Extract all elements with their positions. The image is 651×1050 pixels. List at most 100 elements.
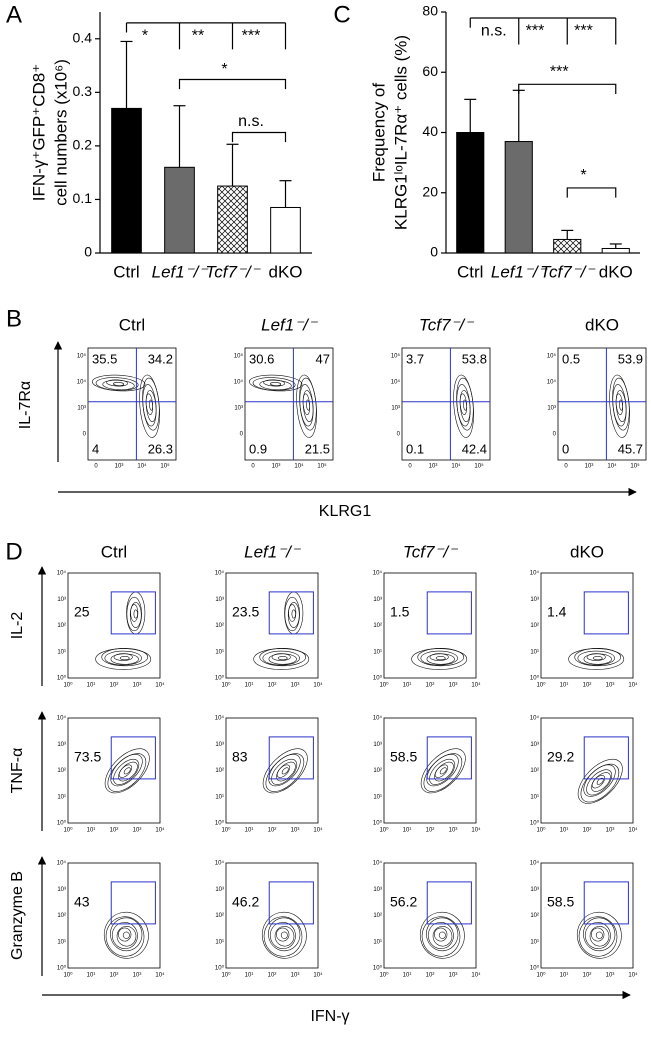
y-axis-label: cell numbers (x10⁶) xyxy=(51,59,70,206)
x-tick-label: Ctrl xyxy=(457,262,483,281)
x-tick-label: 10¹ xyxy=(245,683,254,689)
x-tick-label: 10² xyxy=(426,683,435,689)
panel-letter: D xyxy=(5,538,22,565)
contour xyxy=(419,911,465,959)
plot-frame xyxy=(401,347,491,461)
contour xyxy=(95,648,152,670)
quadrant-value: 0 xyxy=(562,441,569,456)
y-tick-label: 10¹ xyxy=(215,939,224,945)
y-tick-label: 10⁰ xyxy=(530,820,540,827)
quadrant-value: 42.4 xyxy=(462,441,487,456)
gate-value: 83 xyxy=(232,749,248,765)
quadrant-value: 4 xyxy=(92,441,99,456)
gate-value: 1.4 xyxy=(547,604,567,620)
y-tick-label: 10³ xyxy=(547,406,556,412)
x-tick-label: 10³ xyxy=(291,683,300,689)
column-title: Lef1⁻/⁻ xyxy=(261,315,319,334)
x-tick-label: 10⁴ xyxy=(294,463,304,470)
x-tick-label: 10³ xyxy=(606,973,615,979)
plot-frame xyxy=(225,572,319,679)
contour xyxy=(421,916,461,957)
bar xyxy=(456,132,485,254)
plot-frame xyxy=(225,862,319,969)
plot-frame xyxy=(244,347,334,461)
y-tick-label: 10⁴ xyxy=(57,570,67,577)
y-tick-label: 10³ xyxy=(234,406,243,412)
significance-label: * xyxy=(580,167,586,184)
x-tick-label: 10² xyxy=(268,828,277,834)
gate xyxy=(583,591,629,635)
x-axis-label: KLRG1 xyxy=(319,503,372,520)
gate xyxy=(583,736,629,780)
x-tick-label: 10⁴ xyxy=(628,682,638,689)
y-tick-label: 10³ xyxy=(215,887,224,893)
y-tick-label: 10² xyxy=(57,623,66,629)
contour xyxy=(248,374,303,392)
x-tick-label: 10⁰ xyxy=(379,827,389,834)
panel-letter: A xyxy=(6,1,22,28)
contour xyxy=(434,927,448,942)
contour xyxy=(105,916,145,957)
x-tick-label: 10⁰ xyxy=(221,682,231,689)
contour xyxy=(271,758,298,785)
y-tick-label: 20 xyxy=(422,183,438,199)
x-tick-label: Tcf7⁻/⁻ xyxy=(540,262,596,281)
contour xyxy=(119,656,130,661)
y-tick-label: 10⁰ xyxy=(57,820,67,827)
y-tick-label: 10⁰ xyxy=(57,675,67,682)
x-tick-label: 10⁴ xyxy=(628,827,638,834)
plot-frame xyxy=(225,717,319,824)
gate-value: 46.2 xyxy=(232,894,259,910)
y-tick-label: 10³ xyxy=(530,887,539,893)
y-tick-label: 10² xyxy=(215,768,224,774)
x-tick-label: 10³ xyxy=(429,464,438,470)
x-tick-label: 10¹ xyxy=(403,683,412,689)
significance-label: *** xyxy=(526,22,545,39)
y-axis-label: IFN-γ⁺GFP⁺CD8⁺ xyxy=(29,64,48,201)
contour xyxy=(104,650,142,666)
contour xyxy=(438,931,446,939)
x-tick-label: 10⁴ xyxy=(155,682,165,689)
x-tick-label: 10¹ xyxy=(245,828,254,834)
plot-frame xyxy=(540,717,634,824)
y-tick-label: 10⁰ xyxy=(373,675,383,682)
x-tick-label: 10⁴ xyxy=(471,827,481,834)
contour xyxy=(287,602,300,628)
contour xyxy=(269,922,296,949)
contour xyxy=(280,931,288,939)
bracket xyxy=(566,187,617,198)
quadrant-value: 3.7 xyxy=(406,351,424,366)
gate-value: 56.2 xyxy=(390,894,417,910)
x-tick-label: 10³ xyxy=(291,973,300,979)
y-tick-label: 0 xyxy=(240,432,244,438)
contour xyxy=(420,748,466,794)
y-tick-label: 40 xyxy=(422,123,438,139)
y-tick-label: 10² xyxy=(215,913,224,919)
y-tick-label: 10³ xyxy=(530,597,539,603)
x-tick-label: 10⁵ xyxy=(630,463,640,470)
flow-plot: 10⁵ 10⁴ 10³ 0 0 10³ 10⁴ 10⁵ 3.7 53.8 0.1 42.4 xyxy=(391,347,491,470)
significance-label: *** xyxy=(242,27,261,44)
contour xyxy=(584,922,611,949)
gate xyxy=(268,736,314,780)
x-tick-label: 10³ xyxy=(606,828,615,834)
x-tick-label: 10² xyxy=(426,828,435,834)
plot-frame xyxy=(383,572,477,679)
contour xyxy=(118,927,132,942)
contour xyxy=(609,374,630,438)
contour xyxy=(133,609,138,619)
contour xyxy=(591,772,611,792)
contour xyxy=(426,653,455,665)
y-tick-label: 10² xyxy=(57,768,66,774)
y-tick-label: 10⁴ xyxy=(530,715,540,722)
x-tick-label: 10⁴ xyxy=(313,972,323,979)
contour xyxy=(268,917,301,952)
contour xyxy=(139,374,160,438)
contour xyxy=(432,926,453,947)
y-tick-label: 10³ xyxy=(530,742,539,748)
contour xyxy=(435,656,446,661)
y-tick-label: 10³ xyxy=(215,597,224,603)
y-tick-label: 10¹ xyxy=(373,939,382,945)
